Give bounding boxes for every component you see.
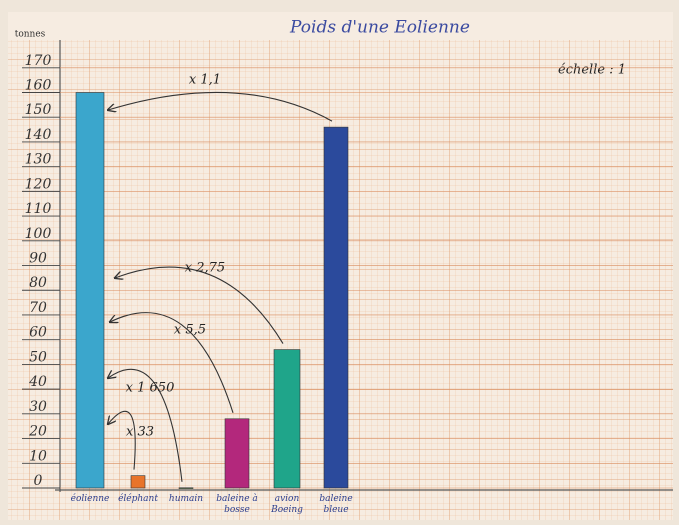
bar (130, 475, 146, 489)
y-tick-label: 120 (25, 176, 52, 192)
scale-note: échelle : 1 (558, 63, 626, 78)
y-tick-label: 60 (29, 325, 47, 341)
y-tick-label: 30 (29, 399, 47, 415)
y-tick-label: 160 (25, 77, 52, 93)
y-tick-label: 40 (28, 374, 47, 390)
y-tick-label: 70 (29, 300, 47, 316)
bar (273, 349, 301, 489)
chart-title: Poids d'une Eolienne (289, 18, 470, 38)
y-tick-label: 20 (28, 424, 47, 440)
x-tick-label: humain (168, 494, 204, 504)
x-tick-label: baleine bleue (319, 494, 353, 515)
y-tick-label: 0 (34, 473, 43, 489)
y-tick-label: 10 (29, 448, 47, 464)
y-tick-label: 100 (25, 226, 52, 242)
annotation: x 1,1 (189, 73, 221, 88)
y-tick-label: 80 (29, 275, 47, 291)
y-tick-label: 90 (29, 251, 47, 267)
arrow (108, 368, 183, 482)
y-tick-label: 140 (25, 127, 52, 143)
bar (323, 126, 349, 489)
arrow (110, 312, 234, 413)
x-tick-label: avion Boeing (271, 494, 303, 515)
y-tick-label: 50 (29, 349, 47, 365)
arrow (115, 266, 284, 344)
arrow (108, 410, 136, 470)
bar (224, 418, 250, 489)
x-tick-label: baleine à bosse (216, 494, 258, 515)
x-tick-label: éolienne (70, 494, 110, 504)
y-tick-label: 170 (25, 53, 52, 69)
bar (178, 487, 194, 489)
bar (75, 92, 105, 489)
x-tick-label: éléphant (118, 494, 158, 504)
y-tick-label: 130 (25, 152, 52, 168)
annotation: x 33 (126, 425, 154, 440)
annotation: x 1 650 (126, 381, 175, 396)
y-tick-label: 150 (25, 102, 52, 118)
y-tick-label: 110 (25, 201, 52, 217)
annotation: x 5,5 (174, 323, 206, 338)
y-axis-label: tonnes (15, 30, 46, 40)
annotation: x 2,75 (185, 261, 225, 276)
arrow (108, 91, 333, 122)
